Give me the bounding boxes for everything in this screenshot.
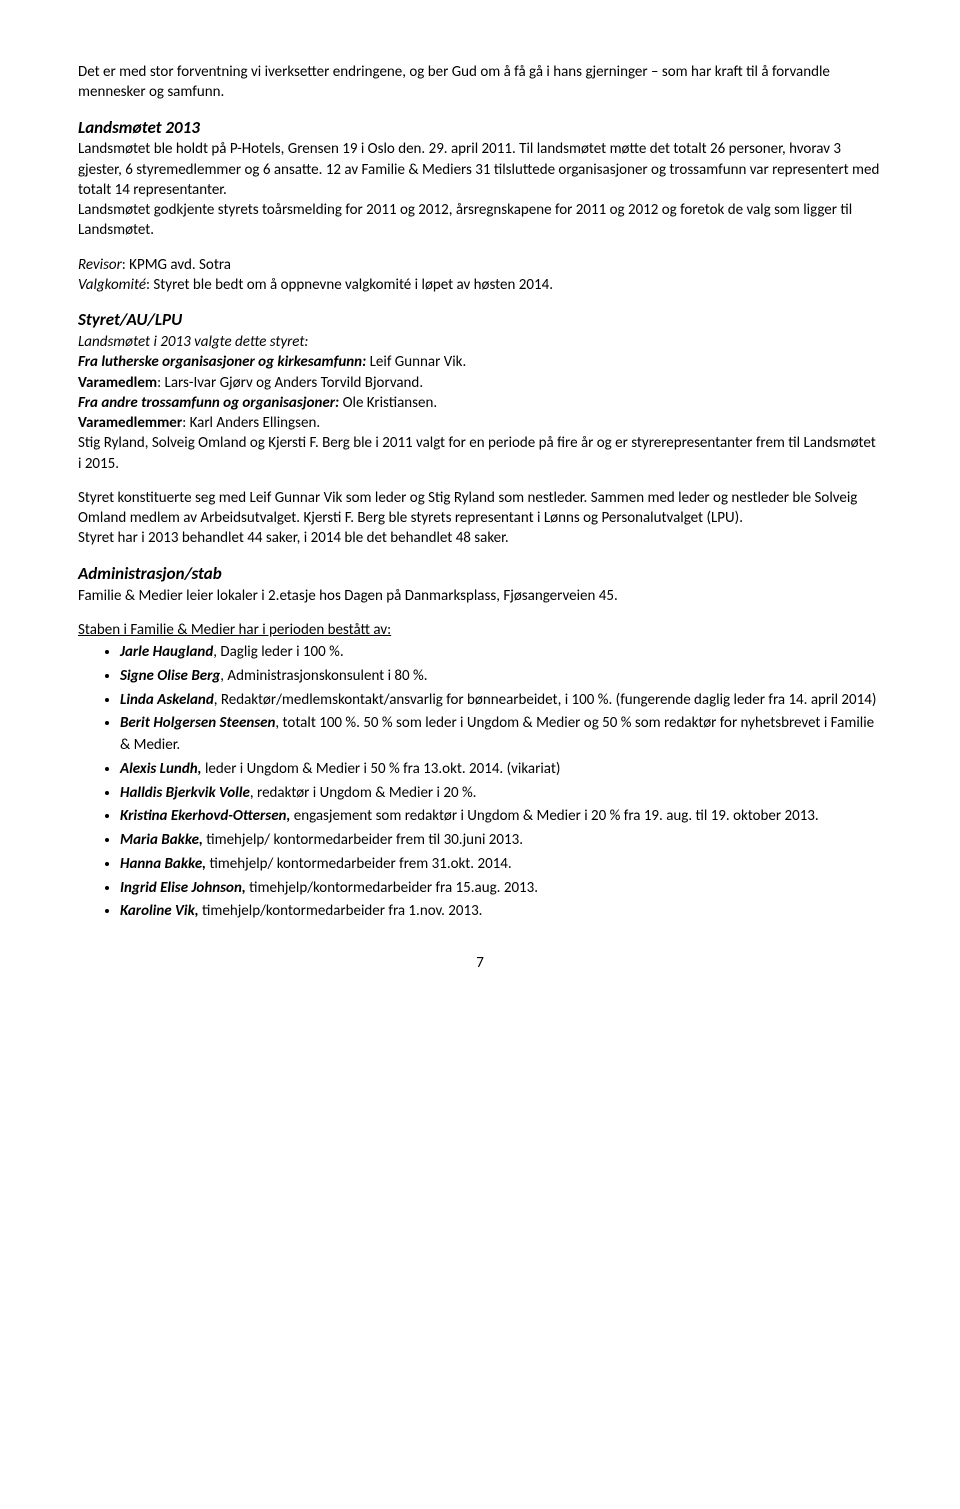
staff-name: Jarle Haugland: [120, 643, 213, 661]
staff-text: , Daglig leder i 100 %.: [213, 643, 343, 661]
list-item: Maria Bakke, timehjelp/ kontormedarbeide…: [120, 830, 882, 852]
landsmotet-heading: Landsmøtet 2013: [78, 117, 882, 140]
staff-name: Hanna Bakke,: [120, 855, 206, 873]
staff-heading: Staben i Familie & Medier har i perioden…: [78, 620, 882, 640]
intro-paragraph: Det er med stor forventning vi iverksett…: [78, 62, 882, 103]
valgkomite-text: : Styret ble bedt om å oppnevne valgkomi…: [146, 276, 553, 294]
lutherske-text: Leif Gunnar Vik.: [366, 353, 466, 371]
admin-body: Familie & Medier leier lokaler i 2.etasj…: [78, 586, 882, 606]
revisor-valgkomite: Revisor: KPMG avd. Sotra Valgkomité: Sty…: [78, 255, 882, 296]
styret-body4-5: Styret konstituerte seg med Leif Gunnar …: [78, 488, 882, 549]
staff-text: , redaktør i Ungdom & Medier i 20 %.: [250, 784, 477, 802]
staff-text: timehjelp/ kontormedarbeider frem til 30…: [203, 831, 523, 849]
varamedlem-text: : Lars-Ivar Gjørv og Anders Torvild Bjor…: [157, 374, 423, 392]
staff-name: Ingrid Elise Johnson,: [120, 879, 246, 897]
andre-label: Fra andre trossamfunn og organisasjoner:: [78, 394, 339, 412]
list-item: Karoline Vik, timehjelp/kontormedarbeide…: [120, 901, 882, 923]
list-item: Halldis Bjerkvik Volle, redaktør i Ungdo…: [120, 783, 882, 805]
staff-name: Berit Holgersen Steensen: [120, 714, 275, 732]
styret-body5: Styret har i 2013 behandlet 44 saker, i …: [78, 529, 509, 547]
staff-name: Karoline Vik,: [120, 902, 199, 920]
varamedlem-label: Varamedlem: [78, 374, 157, 392]
staff-text: , Administrasjonskonsulent i 80 %.: [220, 667, 427, 685]
staff-name: Kristina Ekerhovd-Ottersen,: [120, 807, 290, 825]
staff-text: engasjement som redaktør i Ungdom & Medi…: [290, 807, 818, 825]
styret-body4: Styret konstituerte seg med Leif Gunnar …: [78, 489, 857, 527]
staff-list: Jarle Haugland, Daglig leder i 100 %. Si…: [78, 642, 882, 923]
staff-text: leder i Ungdom & Medier i 50 % fra 13.ok…: [202, 760, 561, 778]
list-item: Alexis Lundh, leder i Ungdom & Medier i …: [120, 759, 882, 781]
list-item: Hanna Bakke, timehjelp/ kontormedarbeide…: [120, 854, 882, 876]
page-number: 7: [78, 953, 882, 973]
staff-text: , Redaktør/medlemskontakt/ansvarlig for …: [214, 691, 877, 709]
varamedlemmer-text: : Karl Anders Ellingsen.: [182, 414, 320, 432]
styret-heading: Styret/AU/LPU: [78, 309, 882, 332]
admin-heading: Administrasjon/stab: [78, 563, 882, 586]
landsmotet-body2: Landsmøtet godkjente styrets toårsmeldin…: [78, 201, 852, 239]
styret-subheading: Landsmøtet i 2013 valgte dette styret:: [78, 332, 882, 352]
revisor-label: Revisor: [78, 256, 122, 274]
valgkomite-label: Valgkomité: [78, 276, 146, 294]
list-item: Ingrid Elise Johnson, timehjelp/kontorme…: [120, 878, 882, 900]
staff-text: timehjelp/ kontormedarbeider frem 31.okt…: [206, 855, 512, 873]
staff-name: Alexis Lundh,: [120, 760, 202, 778]
styret-members: Fra lutherske organisasjoner og kirkesam…: [78, 352, 882, 474]
list-item: Kristina Ekerhovd-Ottersen, engasjement …: [120, 806, 882, 828]
staff-name: Halldis Bjerkvik Volle: [120, 784, 250, 802]
list-item: Linda Askeland, Redaktør/medlemskontakt/…: [120, 690, 882, 712]
list-item: Berit Holgersen Steensen, totalt 100 %. …: [120, 713, 882, 757]
revisor-text: : KPMG avd. Sotra: [122, 256, 231, 274]
varamedlemmer-label: Varamedlemmer: [78, 414, 182, 432]
landsmotet-body: Landsmøtet ble holdt på P-Hotels, Grense…: [78, 139, 882, 240]
landsmotet-body1: Landsmøtet ble holdt på P-Hotels, Grense…: [78, 140, 879, 199]
staff-name: Signe Olise Berg: [120, 667, 220, 685]
styret-body3: Stig Ryland, Solveig Omland og Kjersti F…: [78, 434, 876, 472]
staff-text: timehjelp/kontormedarbeider fra 15.aug. …: [246, 879, 538, 897]
staff-name: Maria Bakke,: [120, 831, 203, 849]
list-item: Jarle Haugland, Daglig leder i 100 %.: [120, 642, 882, 664]
list-item: Signe Olise Berg, Administrasjonskonsule…: [120, 666, 882, 688]
lutherske-label: Fra lutherske organisasjoner og kirkesam…: [78, 353, 366, 371]
staff-name: Linda Askeland: [120, 691, 214, 709]
staff-text: timehjelp/kontormedarbeider fra 1.nov. 2…: [199, 902, 483, 920]
andre-text: Ole Kristiansen.: [339, 394, 437, 412]
